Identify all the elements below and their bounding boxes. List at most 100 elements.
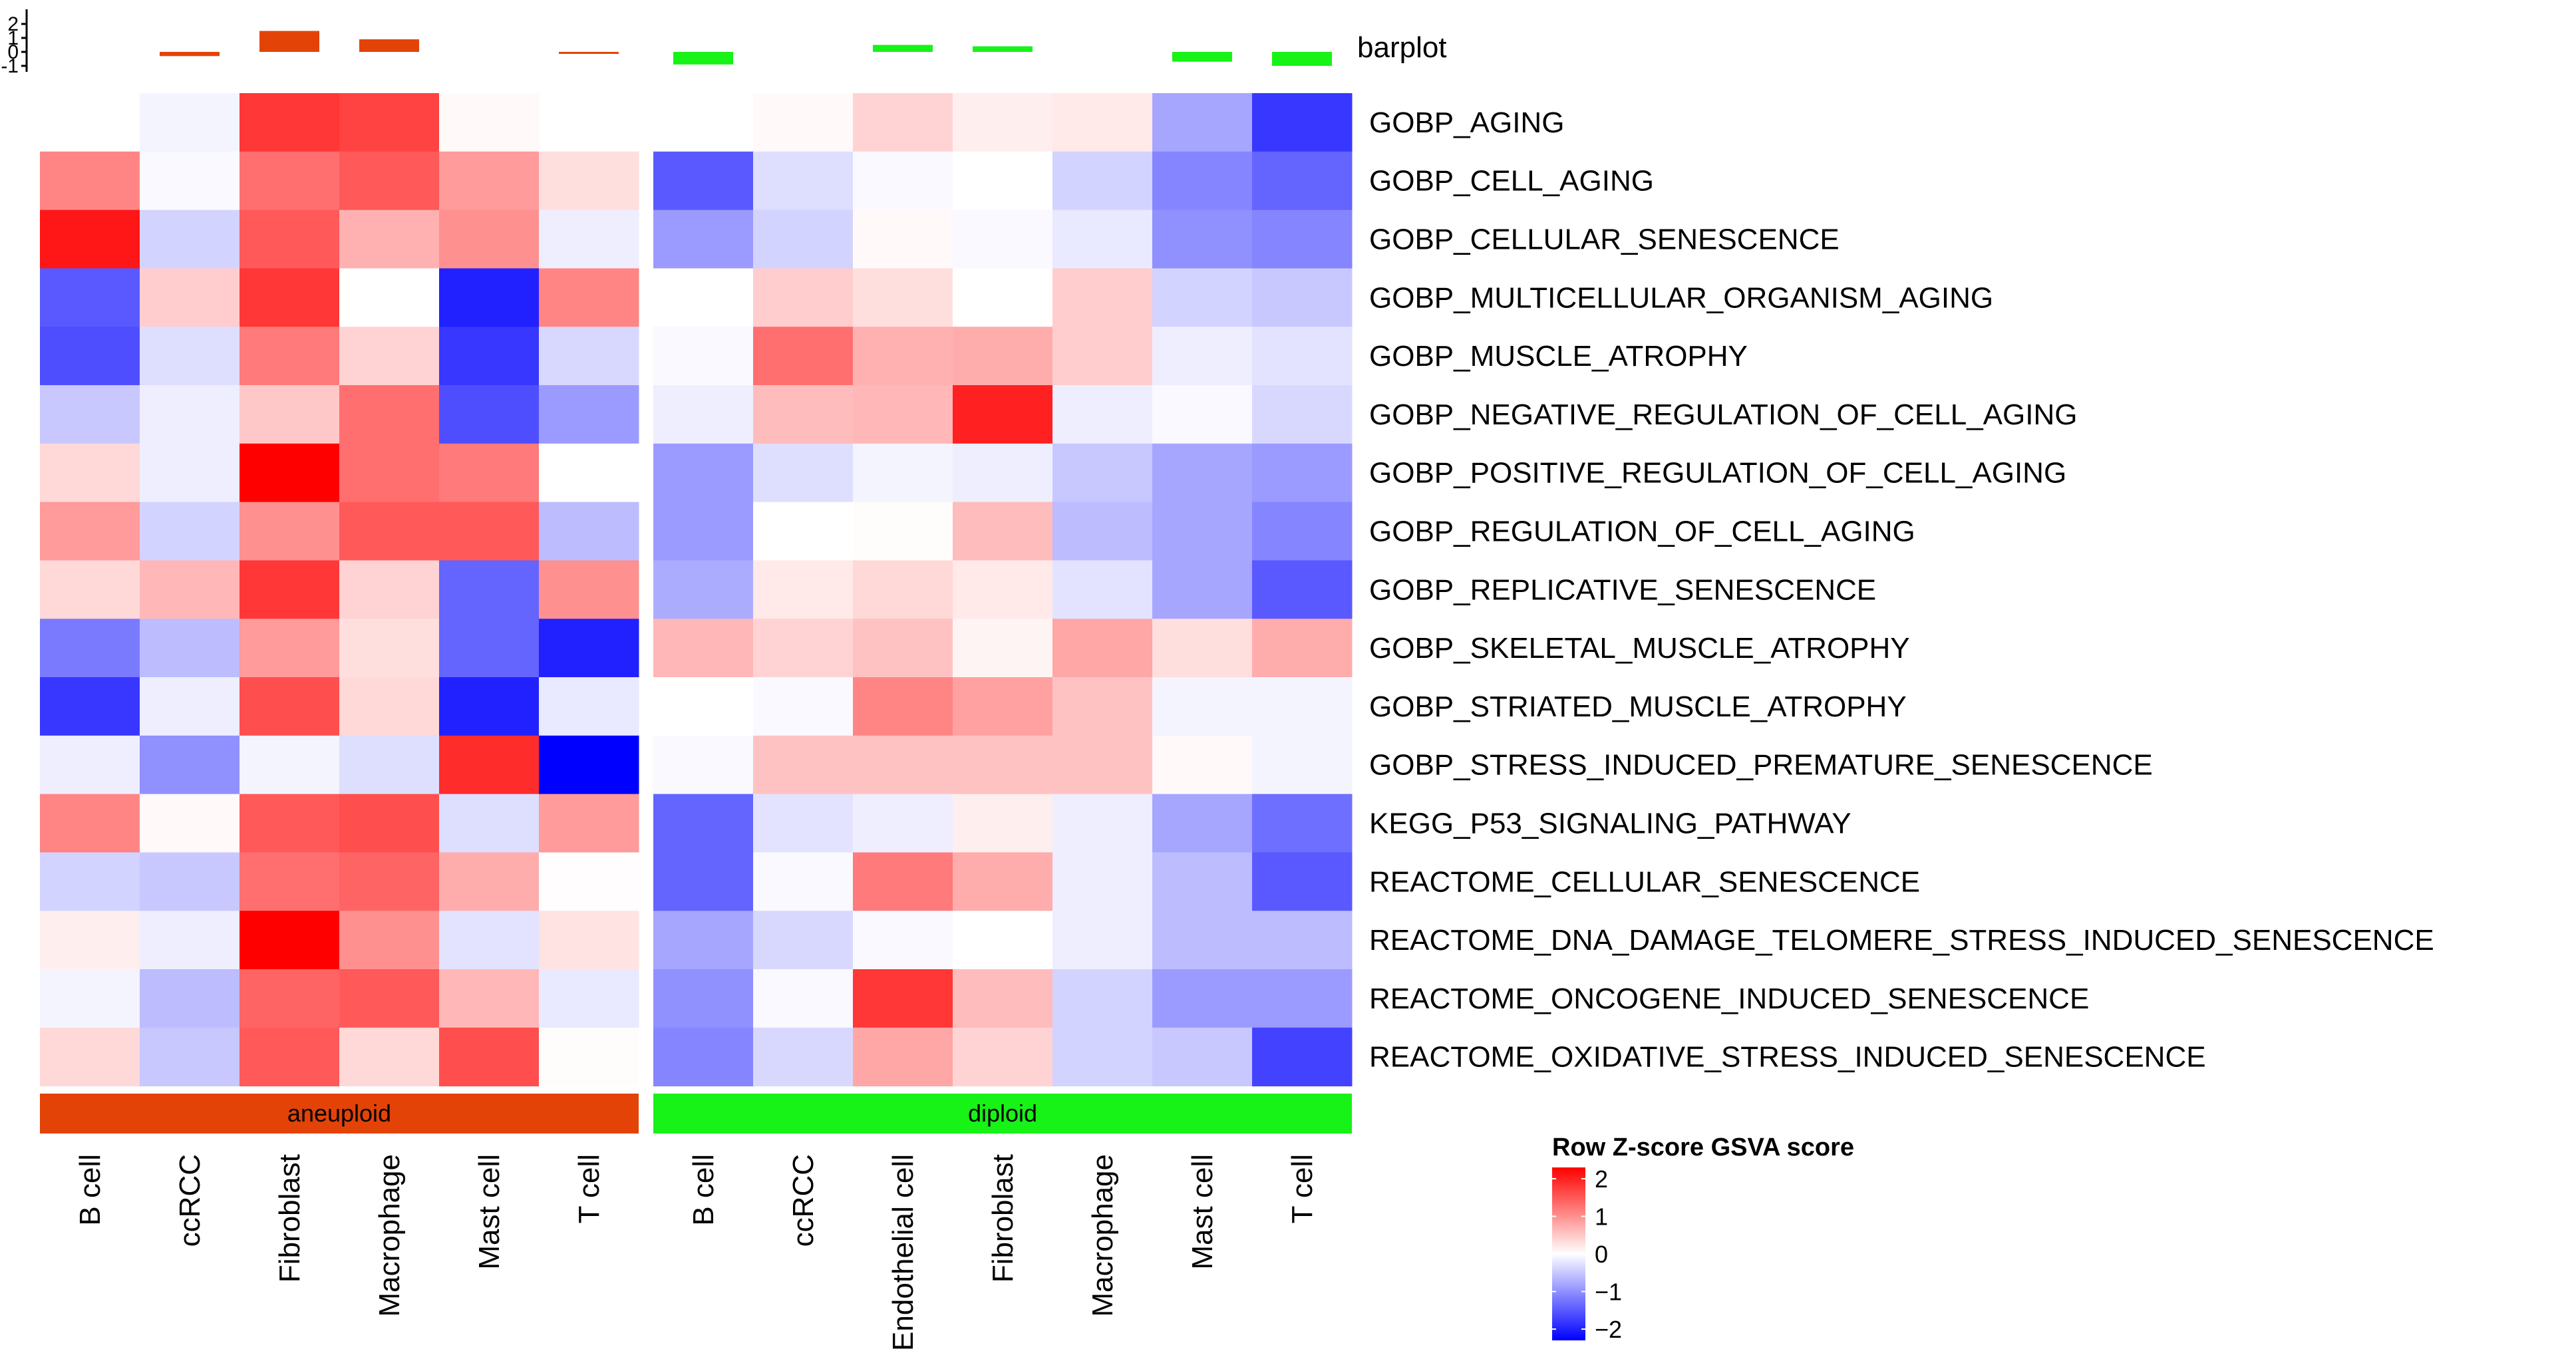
row-label: GOBP_CELLULAR_SENESCENCE	[1369, 224, 1840, 256]
column-label: B cell	[74, 1154, 106, 1226]
legend-tick-label: −2	[1595, 1316, 1622, 1343]
heatmap-cell	[953, 735, 1053, 795]
heatmap-cell	[140, 327, 240, 386]
heatmap-cell	[853, 210, 953, 269]
heatmap-cell	[853, 911, 953, 970]
heatmap-cell	[853, 502, 953, 561]
heatmap-cell	[1152, 151, 1253, 211]
column-label: Fibroblast	[987, 1154, 1019, 1283]
heatmap-cell	[1152, 93, 1253, 152]
heatmap-cell	[753, 151, 854, 211]
row-label: GOBP_POSITIVE_REGULATION_OF_CELL_AGING	[1369, 457, 2066, 490]
heatmap-cell	[1052, 735, 1153, 795]
heatmap-cell	[240, 619, 340, 678]
column-label: ccRCC	[174, 1154, 206, 1247]
heatmap-cell	[953, 560, 1053, 619]
heatmap-cell	[539, 911, 639, 970]
heatmap-cell	[439, 268, 540, 327]
heatmap-cell	[40, 385, 140, 444]
legend: Row Z-score GSVA score 2 1 0 −1 −2	[1552, 1134, 1854, 1343]
heatmap-cell	[1252, 1027, 1353, 1087]
heatmap-cell	[953, 1027, 1053, 1087]
heatmap-cell	[339, 151, 440, 211]
heatmap-cell	[753, 677, 854, 736]
heatmap-cell	[953, 210, 1053, 269]
row-label: GOBP_SKELETAL_MUSCLE_ATROPHY	[1369, 632, 1910, 665]
heatmap-cell	[1252, 443, 1353, 503]
heatmap-cell	[1152, 560, 1253, 619]
heatmap-cell	[653, 385, 754, 444]
heatmap-cell	[1052, 677, 1153, 736]
barplot-tick-label: 0	[7, 41, 19, 63]
heatmap-cell	[40, 969, 140, 1028]
heatmap-cell	[853, 619, 953, 678]
heatmap-cell	[853, 151, 953, 211]
heatmap-cell	[140, 502, 240, 561]
heatmap-cell	[653, 443, 754, 503]
legend-tick-label: 2	[1595, 1165, 1608, 1193]
column-label: Macrophage	[373, 1154, 406, 1317]
heatmap-cell	[653, 502, 754, 561]
barplot-tick-label: -1	[1, 55, 19, 77]
barplot-bar	[160, 52, 220, 57]
barplot-label: barplot	[1357, 31, 1447, 64]
heatmap-cell	[953, 443, 1053, 503]
group-annotation: aneuploid diploid	[40, 1094, 1352, 1134]
heatmap-cell	[439, 794, 540, 853]
heatmap-cell	[1252, 327, 1353, 386]
heatmap-cell	[40, 735, 140, 795]
heatmap-cell	[40, 677, 140, 736]
heatmap-cell	[1252, 151, 1353, 211]
heatmap-cell	[1152, 385, 1253, 444]
heatmap-cell	[339, 327, 440, 386]
heatmap-cell	[539, 794, 639, 853]
heatmap-cell	[753, 1027, 854, 1087]
heatmap-cell	[140, 794, 240, 853]
heatmap-cell	[539, 151, 639, 211]
heatmap-cell	[953, 619, 1053, 678]
heatmap-cell	[40, 794, 140, 853]
heatmap-cell	[140, 852, 240, 911]
heatmap-cell	[140, 210, 240, 269]
heatmap-cell	[953, 327, 1053, 386]
heatmap-cell	[1152, 327, 1253, 386]
heatmap-cell	[753, 385, 854, 444]
heatmap-cell	[853, 735, 953, 795]
heatmap-cell	[953, 677, 1053, 736]
heatmap-cell	[339, 852, 440, 911]
heatmap-cell	[853, 1027, 953, 1087]
heatmap-cell	[1052, 502, 1153, 561]
heatmap-cell	[1152, 735, 1253, 795]
heatmap-cell	[339, 502, 440, 561]
column-label: T cell	[573, 1154, 605, 1223]
legend-tick-label: −1	[1595, 1279, 1622, 1306]
heatmap-cell	[439, 1027, 540, 1087]
heatmap-cell	[539, 560, 639, 619]
heatmap-cell	[339, 560, 440, 619]
heatmap-cell	[1052, 385, 1153, 444]
row-label: REACTOME_CELLULAR_SENESCENCE	[1369, 865, 1920, 898]
heatmap-cell	[1252, 852, 1353, 911]
legend-tick-label: 1	[1595, 1203, 1608, 1230]
heatmap-cell	[539, 852, 639, 911]
row-label: GOBP_MUSCLE_ATROPHY	[1369, 340, 1748, 373]
heatmap-cell	[1252, 502, 1353, 561]
heatmap-cell	[853, 560, 953, 619]
heatmap-cell	[539, 1027, 639, 1087]
heatmap-cell	[40, 1027, 140, 1087]
heatmap-cell	[1052, 911, 1153, 970]
heatmap-cell	[240, 93, 340, 152]
heatmap-cell	[953, 151, 1053, 211]
heatmap-cell	[140, 560, 240, 619]
heatmap-cell	[853, 327, 953, 386]
heatmap-cell	[1152, 619, 1253, 678]
heatmap-cell	[140, 619, 240, 678]
heatmap-cell	[753, 502, 854, 561]
column-label: Mast cell	[473, 1154, 506, 1270]
heatmap-cell	[853, 93, 953, 152]
barplot-tick-label: 1	[7, 27, 19, 49]
heatmap-cell	[539, 619, 639, 678]
heatmap-cell	[1052, 93, 1153, 152]
heatmap-cell	[1252, 385, 1353, 444]
row-label: GOBP_AGING	[1369, 106, 1564, 139]
